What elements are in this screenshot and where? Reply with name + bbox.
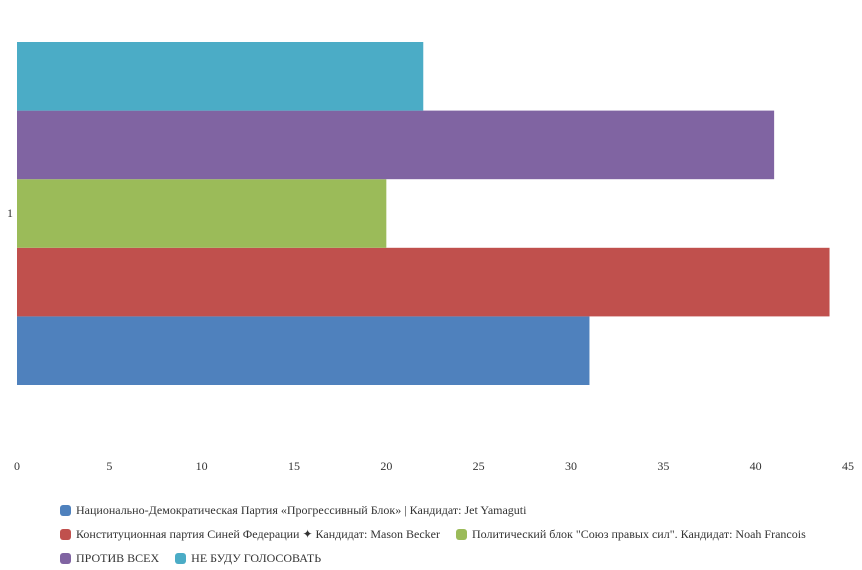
x-tick-label: 45 — [842, 459, 854, 473]
bar-series-4[interactable] — [17, 110, 775, 180]
legend-swatch-series-4 — [60, 552, 71, 564]
legend-swatch-series-5 — [175, 552, 187, 564]
bar-series-5[interactable] — [17, 42, 424, 111]
legend-row-3: ПРОТИВ ВСЕХ НЕ БУДУ ГОЛОСОВАТЬ — [60, 546, 850, 570]
x-tick-label: 10 — [196, 459, 208, 473]
x-axis: 0 5 10 15 20 25 30 35 40 45 — [14, 459, 854, 473]
legend-label-series-5: НЕ БУДУ ГОЛОСОВАТЬ — [191, 551, 322, 565]
legend-row-1: Национально-Демократическая Партия «Прог… — [60, 498, 850, 522]
y-axis: 1 — [7, 206, 13, 220]
legend-swatch-series-3 — [456, 528, 468, 540]
legend-swatch-series-1 — [60, 504, 71, 516]
bar-series-1[interactable] — [17, 316, 590, 385]
x-tick-label: 25 — [473, 459, 485, 473]
x-tick-label: 5 — [106, 459, 112, 473]
bars-group — [17, 42, 830, 385]
legend-label-series-4: ПРОТИВ ВСЕХ — [76, 551, 160, 565]
y-tick-label: 1 — [7, 206, 13, 220]
legend: Национально-Демократическая Партия «Прог… — [60, 498, 850, 570]
x-tick-label: 0 — [14, 459, 20, 473]
legend-swatch-series-2 — [60, 528, 71, 540]
legend-label-series-2: Конституционная партия Синей Федерации ✦… — [76, 527, 441, 541]
legend-item-series-3[interactable]: Политический блок "Союз правых сил". Кан… — [456, 522, 806, 546]
legend-item-series-2[interactable]: Конституционная партия Синей Федерации ✦… — [60, 522, 440, 546]
bar-series-3[interactable] — [17, 179, 387, 248]
x-tick-label: 15 — [288, 459, 300, 473]
legend-item-series-4[interactable]: ПРОТИВ ВСЕХ — [60, 546, 159, 570]
legend-item-series-5[interactable]: НЕ БУДУ ГОЛОСОВАТЬ — [175, 546, 321, 570]
x-tick-label: 30 — [565, 459, 577, 473]
legend-item-series-1[interactable]: Национально-Демократическая Партия «Прог… — [60, 498, 526, 522]
bar-series-2[interactable] — [17, 247, 830, 317]
legend-label-series-3: Политический блок "Союз правых сил". Кан… — [472, 527, 806, 541]
x-tick-label: 20 — [380, 459, 392, 473]
x-tick-label: 35 — [657, 459, 669, 473]
x-tick-label: 40 — [750, 459, 762, 473]
legend-row-2: Конституционная партия Синей Федерации ✦… — [60, 522, 850, 546]
legend-label-series-1: Национально-Демократическая Партия «Прог… — [76, 503, 527, 517]
